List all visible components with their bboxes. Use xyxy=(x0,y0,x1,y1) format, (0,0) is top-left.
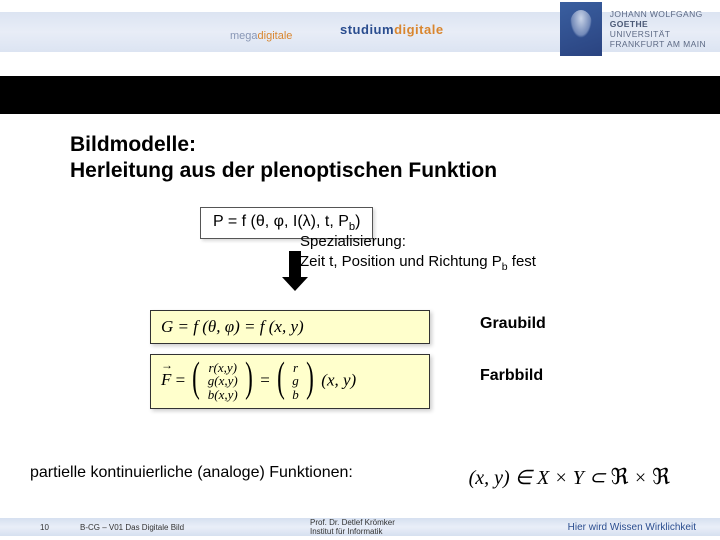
slide-number: 10 xyxy=(40,523,80,532)
color-label: Farbbild xyxy=(480,367,543,385)
university-logo: JOHANN WOLFGANG GOETHE UNIVERSITÄT FRANK… xyxy=(560,2,706,56)
slide-title: Bildmodelle: Herleitung aus der plenopti… xyxy=(70,132,680,185)
studiumdigitale-logo: studiumdigitale xyxy=(340,22,444,37)
slide-content: Bildmodelle: Herleitung aus der plenopti… xyxy=(0,114,720,504)
megadigitale-logo: megadigitale xyxy=(230,30,292,42)
domain-equation: (x, y) ∈ X × Y ⊂ ℜ × ℜ xyxy=(469,465,670,490)
slide-footer: 10 B-CG – V01 Das Digitale Bild Prof. Dr… xyxy=(0,514,720,540)
partial-functions-text: partielle kontinuierliche (analoge) Funk… xyxy=(30,464,353,482)
course-code: B-CG – V01 Das Digitale Bild xyxy=(80,523,280,532)
specialization-text: Spezialisierung: Zeit t, Position und Ri… xyxy=(300,232,536,274)
slide-header: megadigitale studiumdigitale JOHANN WOLF… xyxy=(0,0,720,76)
goethe-portrait-icon xyxy=(560,2,602,56)
black-divider-bar xyxy=(0,76,720,114)
grayscale-equation: G = f (θ, φ) = f (x, y) xyxy=(150,310,430,344)
professor-credit: Prof. Dr. Detlef Krömker Institut für In… xyxy=(310,518,395,536)
grayscale-label: Graubild xyxy=(480,315,546,333)
university-tagline: Hier wird Wissen Wirklichkeit xyxy=(568,522,696,533)
color-equation: F = ( r(x,y) g(x,y) b(x,y) ) = ( r g b )… xyxy=(150,354,430,409)
